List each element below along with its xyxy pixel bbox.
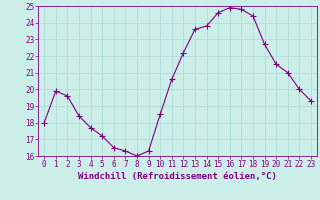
X-axis label: Windchill (Refroidissement éolien,°C): Windchill (Refroidissement éolien,°C) [78,172,277,181]
